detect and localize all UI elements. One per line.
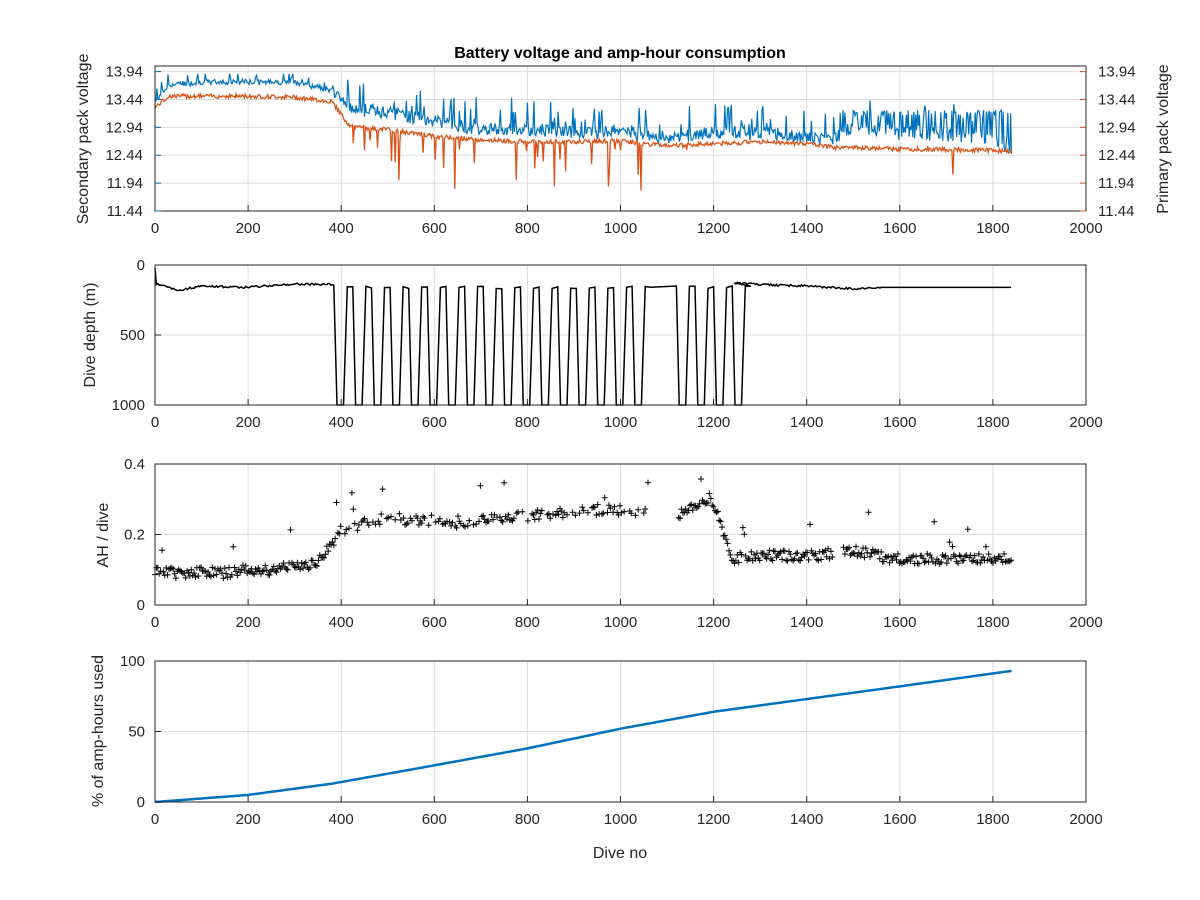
x-tick-label: 800 [515,220,540,237]
x-tick-label: 1800 [976,220,1009,237]
x-tick-label: 2000 [1069,811,1102,828]
left-y-tick-label: 13.94 [105,64,143,81]
percent-y-ticks: 0 50 100 [120,653,161,811]
right-y-tick-label: 11.44 [1098,203,1134,220]
ah-per-dive-series [152,476,1015,582]
x-tick-label: 1600 [883,414,916,431]
left-y-tick-label: 11.94 [107,175,143,192]
x-tick-label: 1400 [790,414,823,431]
ah-y-ticks: 0 0.2 0.4 [124,456,161,614]
x-tick-label: 1600 [883,220,916,237]
percent-axis-label: % of amp-hours used [90,655,107,807]
y-tick-label: 100 [120,653,145,670]
chart-title: Battery voltage and amp-hour consumption [454,45,786,62]
x-tick-label: 400 [329,220,354,237]
x-tick-label: 600 [422,614,447,631]
ah-panel: 0 200 400 600 800 1000 1200 1400 1600 1800 2000 00… [95,456,1103,631]
x-tick-label: 200 [236,414,261,431]
x-tick-label: 1200 [697,614,730,631]
primary-voltage-line [154,91,1013,191]
x-tick-label: 0 [151,614,159,631]
y-tick-label: 500 [120,327,145,344]
x-tick-label: 2000 [1069,220,1102,237]
x-tick-label: 600 [422,414,447,431]
x-tick-label: 200 [236,220,261,237]
voltage-panel: 0 200 400 600 800 1000 1200 1400 1600 1800 2000 11… [75,45,1172,237]
x-tick-label: 1600 [883,811,916,828]
percent-used-line [154,669,1012,804]
x-tick-label: 1000 [604,414,637,431]
x-tick-label: 200 [236,811,261,828]
y-tick-label: 0.4 [124,456,145,473]
right-y-tick-label: 13.94 [1098,64,1136,81]
right-y-tick-label: 13.44 [1098,91,1136,108]
y-tick-label: 0 [137,597,145,614]
dive-depth-line [154,267,1012,406]
x-tick-label: 1400 [790,220,823,237]
x-tick-label: 1800 [976,414,1009,431]
ah-axis-label: AH / dive [95,502,112,567]
voltage-left-y-ticks: 11.44 11.94 12.44 12.94 13.44 13.94 [105,64,161,220]
y-tick-label: 50 [128,724,145,741]
ah-x-ticks: 0 200 400 600 800 1000 1200 1400 1600 1800 2000 [151,599,1103,631]
y-tick-label: 1000 [112,397,145,414]
x-tick-label: 0 [151,414,159,431]
ah-grid [154,463,1087,606]
primary-voltage-axis-label: Primary pack voltage [1155,64,1172,213]
right-y-tick-label: 12.44 [1098,147,1136,164]
x-tick-label: 1200 [697,220,730,237]
x-tick-label: 1600 [883,614,916,631]
x-axis-label: Dive no [593,845,647,862]
secondary-voltage-line [154,73,1013,154]
x-tick-label: 400 [329,414,354,431]
dive-depth-series [154,267,1012,406]
x-tick-label: 2000 [1069,414,1102,431]
secondary-voltage-axis-label: Secondary pack voltage [75,54,92,225]
x-tick-label: 800 [515,614,540,631]
x-tick-label: 1000 [604,220,637,237]
left-y-tick-label: 11.44 [107,203,143,220]
x-tick-label: 600 [422,811,447,828]
depth-x-ticks: 0 200 400 600 800 1000 1200 1400 1600 1800 2000 [151,399,1103,431]
secondary-voltage-series [154,73,1013,154]
x-tick-label: 1800 [976,614,1009,631]
x-tick-label: 400 [329,811,354,828]
y-tick-label: 0.2 [124,527,145,544]
x-tick-label: 1400 [790,614,823,631]
voltage-x-ticks: 0 200 400 600 800 1000 1200 1400 1600 1800 2000 [151,205,1103,237]
percent-panel: 0 200 400 600 800 1000 1200 1400 1600 1800 2000 0 5… [90,653,1103,862]
x-tick-label: 200 [236,614,261,631]
percent-x-ticks: 0 200 400 600 800 1000 1200 1400 1600 1800 2000 [151,796,1103,828]
depth-grid [154,264,1087,406]
left-y-tick-label: 12.94 [105,119,143,136]
x-tick-label: 800 [515,811,540,828]
depth-panel: 0 200 400 600 800 1000 1200 1400 1600 1800 2000 0 5… [82,257,1103,431]
x-tick-label: 1000 [604,811,637,828]
x-tick-label: 0 [151,811,159,828]
x-tick-label: 1000 [604,614,637,631]
primary-voltage-series [154,91,1013,191]
y-tick-label: 0 [137,257,145,274]
right-y-tick-label: 11.94 [1098,175,1134,192]
x-tick-label: 1800 [976,811,1009,828]
ah-per-dive-markers [152,476,1015,582]
x-tick-label: 600 [422,220,447,237]
x-tick-label: 1200 [697,414,730,431]
x-tick-label: 800 [515,414,540,431]
voltage-right-y-ticks: 11.44 11.94 12.44 12.94 13.44 13.94 [1080,64,1136,220]
x-tick-label: 1200 [697,811,730,828]
left-y-tick-label: 13.44 [105,91,143,108]
x-tick-label: 1400 [790,811,823,828]
percent-grid [154,660,1087,803]
x-tick-label: 0 [151,220,159,237]
left-y-tick-label: 12.44 [105,147,143,164]
x-tick-label: 400 [329,614,354,631]
right-y-tick-label: 12.94 [1098,119,1136,136]
depth-axis-label: Dive depth (m) [82,283,99,388]
percent-used-series [154,669,1012,804]
y-tick-label: 0 [137,794,145,811]
x-tick-label: 2000 [1069,614,1102,631]
depth-y-ticks: 0 500 1000 [112,257,161,414]
